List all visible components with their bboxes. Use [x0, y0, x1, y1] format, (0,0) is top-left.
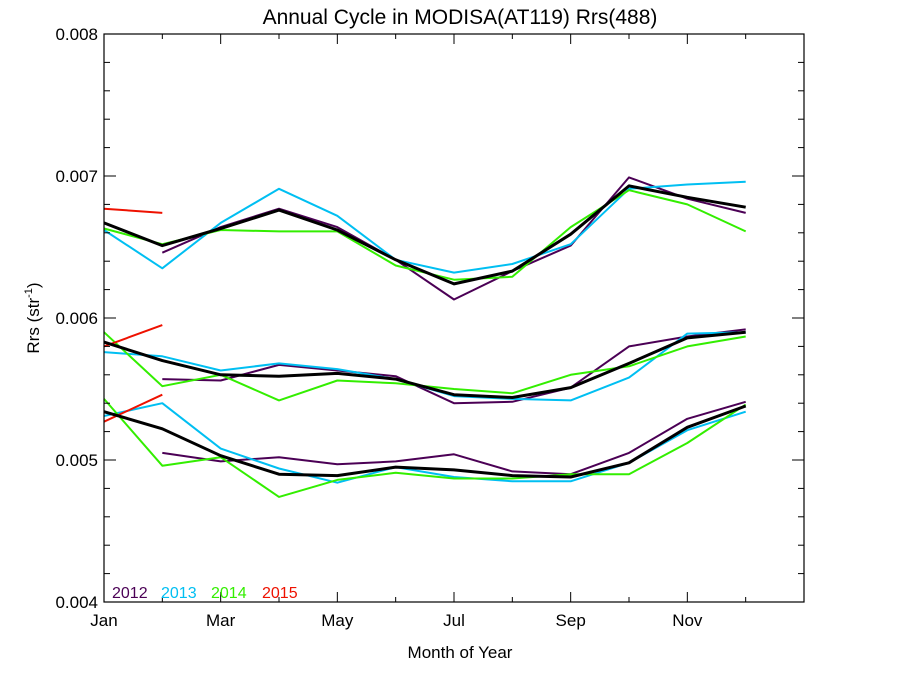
series-line-upper-2015: [103, 207, 163, 214]
series-line-lower-2012: [162, 400, 746, 476]
y-axis-label-superscript: -1: [23, 288, 35, 298]
y-axis-label-main: Rrs (str: [24, 298, 43, 354]
x-tick-label: Mar: [206, 611, 236, 630]
y-tick-label: 0.004: [55, 593, 98, 612]
y-axis-label: Rrs (str-1): [23, 282, 43, 353]
x-axis-label: Month of Year: [408, 643, 513, 662]
series-line-lower-2014: [103, 398, 747, 498]
legend-entry-2015: 2015: [262, 585, 298, 602]
series-line-lower-2015: [103, 393, 163, 423]
legend: 2012 2013 2014 2015: [112, 585, 298, 602]
series-line-upper-2012: [161, 176, 746, 301]
y-tick-label: 0.008: [55, 25, 98, 44]
y-tick-label: 0.006: [55, 309, 98, 328]
x-tick-label: Sep: [556, 611, 586, 630]
chart-title: Annual Cycle in MODISA(AT119) Rrs(488): [263, 6, 658, 29]
series-line-upper-mean: [103, 184, 746, 286]
x-tick-label: Nov: [672, 611, 703, 630]
series-layer: [103, 176, 747, 498]
plot-frame: [103, 33, 805, 603]
series-line-middle-2015: [103, 324, 163, 348]
y-tick-label: 0.007: [55, 167, 98, 186]
legend-entry-2014: 2014: [211, 585, 247, 602]
x-tick-label: Jan: [90, 611, 117, 630]
series-line-lower-mean: [103, 404, 747, 479]
legend-entry-2013: 2013: [161, 585, 197, 602]
y-tick-label: 0.005: [55, 451, 98, 470]
x-tick-label: May: [321, 611, 354, 630]
x-tick-label: Jul: [443, 611, 465, 630]
series-line-middle-2012: [162, 328, 746, 405]
legend-entry-2012: 2012: [112, 585, 148, 602]
series-line-lower-2013: [103, 402, 747, 484]
axis-layer: Jan Mar May Jul Sep Nov 0.004 0.005 0.006 0.007 0.…: [55, 25, 805, 630]
y-axis-label-suffix: ): [24, 282, 43, 288]
series-line-middle-mean: [103, 330, 746, 399]
